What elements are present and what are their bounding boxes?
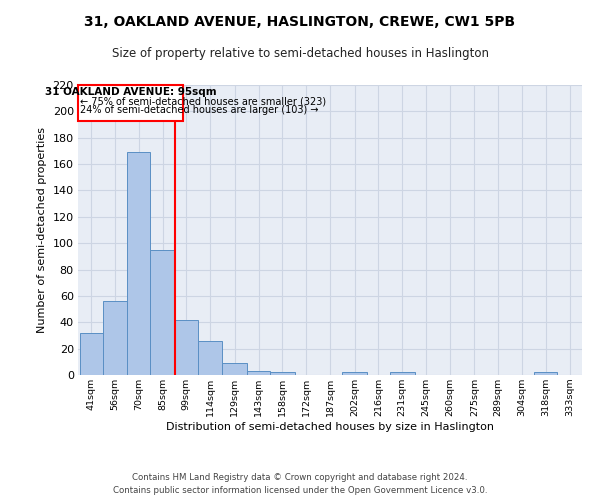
- Bar: [80, 333, 103, 375]
- Text: 24% of semi-detached houses are larger (103) →: 24% of semi-detached houses are larger (…: [80, 105, 319, 115]
- Y-axis label: Number of semi-detached properties: Number of semi-detached properties: [37, 127, 47, 333]
- Text: 31 OAKLAND AVENUE: 95sqm: 31 OAKLAND AVENUE: 95sqm: [45, 87, 217, 97]
- Text: 31, OAKLAND AVENUE, HASLINGTON, CREWE, CW1 5PB: 31, OAKLAND AVENUE, HASLINGTON, CREWE, C…: [85, 15, 515, 29]
- Bar: [343, 372, 367, 375]
- Bar: [175, 320, 198, 375]
- Bar: [535, 372, 557, 375]
- Bar: [223, 363, 247, 375]
- Text: Contains public sector information licensed under the Open Government Licence v3: Contains public sector information licen…: [113, 486, 487, 495]
- Bar: [78, 85, 183, 120]
- Bar: [390, 372, 415, 375]
- Text: ← 75% of semi-detached houses are smaller (323): ← 75% of semi-detached houses are smalle…: [80, 96, 326, 106]
- Bar: [247, 371, 270, 375]
- Bar: [103, 301, 127, 375]
- Bar: [150, 250, 175, 375]
- Text: Distribution of semi-detached houses by size in Haslington: Distribution of semi-detached houses by …: [166, 422, 494, 432]
- Bar: [270, 372, 295, 375]
- Bar: [198, 340, 223, 375]
- Text: Size of property relative to semi-detached houses in Haslington: Size of property relative to semi-detach…: [112, 48, 488, 60]
- Text: Contains HM Land Registry data © Crown copyright and database right 2024.: Contains HM Land Registry data © Crown c…: [132, 472, 468, 482]
- Bar: [127, 152, 150, 375]
